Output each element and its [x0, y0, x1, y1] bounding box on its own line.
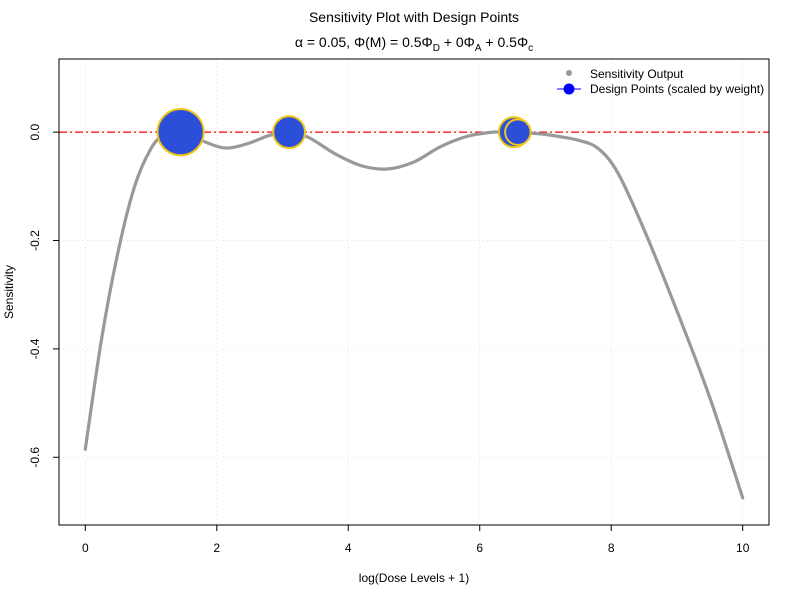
x-tick-label: 8	[608, 541, 615, 555]
x-tick-label: 6	[476, 541, 483, 555]
chart-subtitle: α = 0.05, Φ(M) = 0.5ΦD + 0ΦA + 0.5Φc	[295, 34, 533, 54]
y-tick-label: -0.6	[28, 447, 42, 468]
design-points-layer	[156, 108, 532, 157]
y-axis: -0.6 -0.4 -0.2 0.0	[28, 123, 60, 468]
x-tick-label: 10	[736, 541, 750, 555]
legend: Sensitivity Output Design Points (scaled…	[557, 67, 764, 96]
x-tick-label: 2	[213, 541, 220, 555]
legend-gray-dot-icon	[566, 70, 572, 76]
legend-label-sensitivity: Sensitivity Output	[590, 67, 684, 81]
sensitivity-curve-layer	[83, 130, 745, 500]
x-tick-label: 4	[345, 541, 352, 555]
x-tick-label: 0	[82, 541, 89, 555]
legend-blue-circle-icon	[563, 83, 575, 95]
y-tick-label: 0.0	[28, 123, 42, 140]
y-tick-label: -0.2	[28, 230, 42, 251]
design-point	[504, 118, 532, 146]
y-tick-label: -0.4	[28, 338, 42, 359]
x-axis: 0 2 4 6 8 10	[82, 524, 750, 555]
design-point	[156, 108, 205, 157]
sensitivity-curve	[83, 130, 745, 500]
legend-label-design-points: Design Points (scaled by weight)	[590, 82, 764, 96]
chart-title: Sensitivity Plot with Design Points	[309, 9, 519, 25]
design-point	[272, 115, 306, 150]
x-axis-title: log(Dose Levels + 1)	[359, 571, 469, 585]
y-axis-title: Sensitivity	[2, 265, 16, 319]
